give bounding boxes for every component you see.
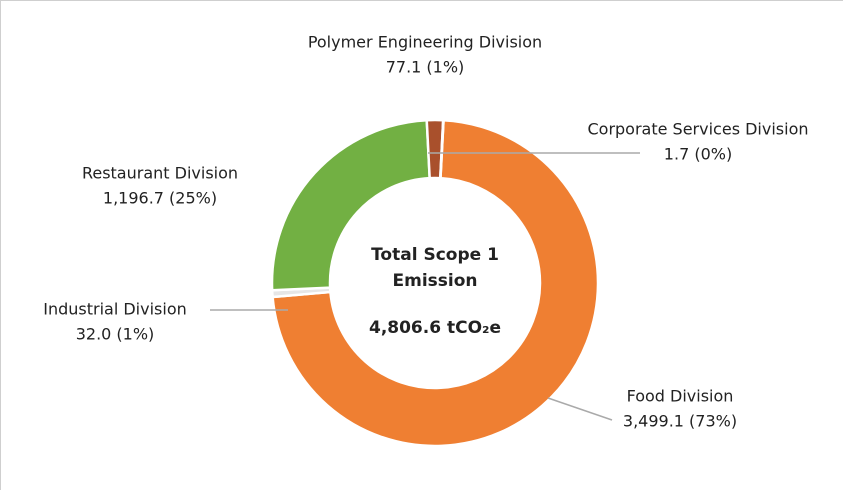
value-label: 1,196.7 (25%) [103, 189, 217, 208]
center-total: 4,806.6 tCO₂e [369, 318, 501, 338]
value-label: 1.7 (0%) [664, 145, 732, 164]
center-title: Total Scope 1 Emission [371, 245, 499, 291]
value-label: 3,499.1 (73%) [623, 412, 737, 431]
value-label: 77.1 (1%) [386, 58, 465, 77]
slice-label: Restaurant Division [82, 164, 238, 183]
slice-label: Industrial Division [43, 300, 187, 319]
slice-label: Polymer Engineering Division [308, 33, 542, 52]
slice [271, 118, 600, 448]
leader-line [547, 397, 613, 421]
slice-label: Corporate Services Division [587, 120, 808, 139]
value-label: 32.0 (1%) [76, 325, 155, 344]
slice-label: Food Division [627, 387, 734, 406]
slice [438, 118, 445, 180]
